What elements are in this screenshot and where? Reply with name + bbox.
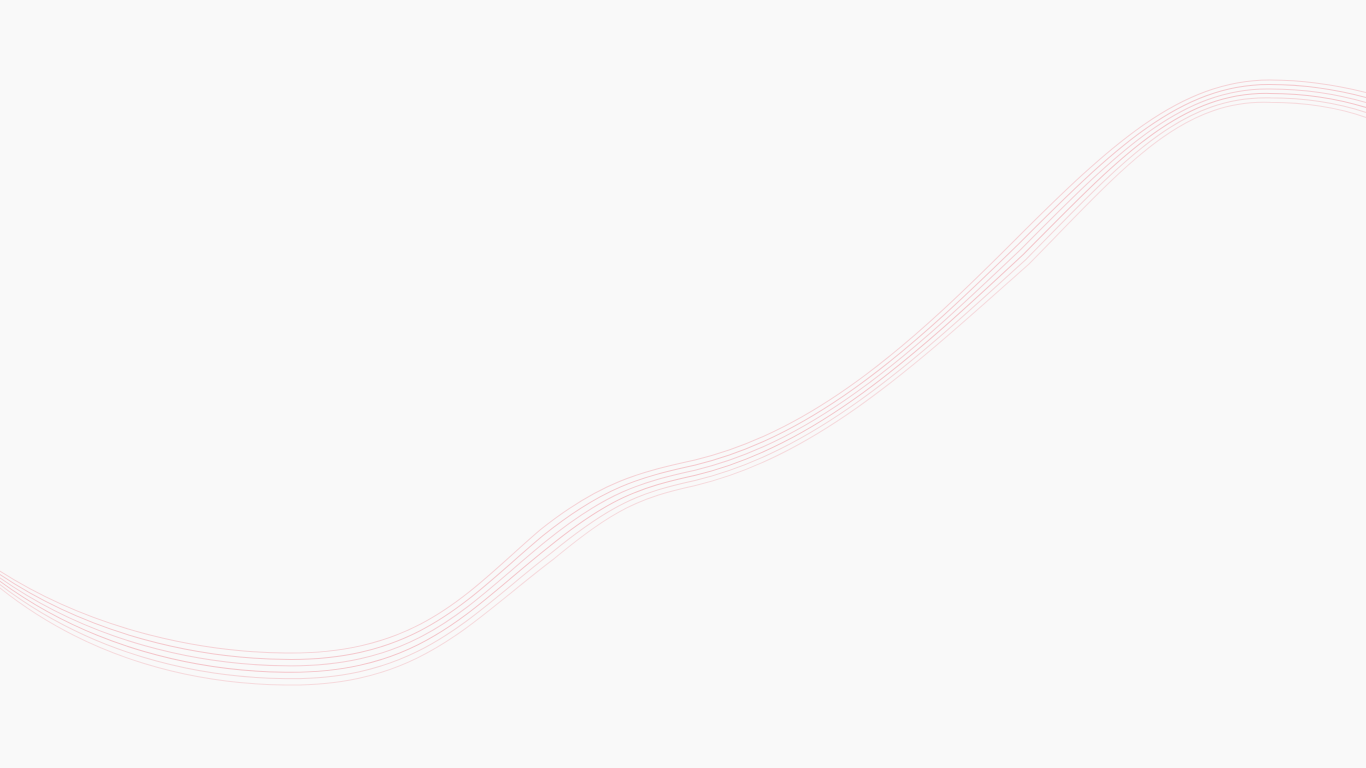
wave-line (0, 83, 1366, 660)
wave-line (0, 79, 1366, 654)
wave-line (0, 88, 1366, 667)
wave-line (0, 97, 1366, 680)
wave-line-group (0, 79, 1366, 686)
wave-line (0, 92, 1366, 673)
wave-line (0, 101, 1366, 686)
